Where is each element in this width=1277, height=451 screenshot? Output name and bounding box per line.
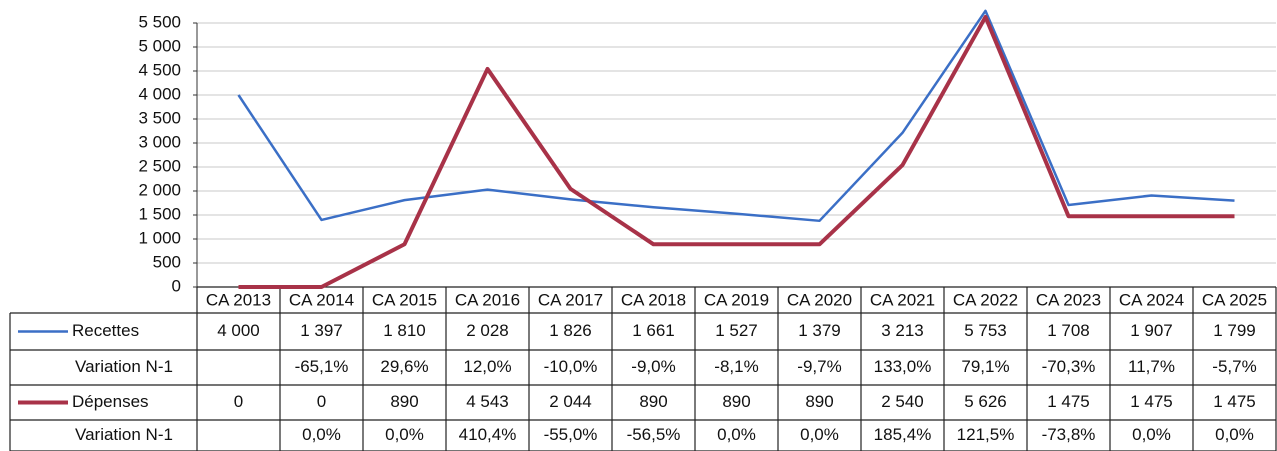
data-label: 3 213 — [881, 321, 924, 340]
y-tick-label: 1 500 — [138, 204, 181, 223]
table-cell: -56,5% — [627, 425, 681, 444]
table-cell: -70,3% — [1042, 357, 1096, 376]
table-cell: 12,0% — [463, 357, 511, 376]
y-tick-label: 2 000 — [138, 180, 181, 199]
data-label: 1 475 — [1047, 392, 1090, 411]
x-tick-label: CA 2021 — [870, 290, 935, 309]
table-cell: 133,0% — [874, 357, 932, 376]
table-cell: 0,0% — [800, 425, 839, 444]
data-label: 5 753 — [964, 321, 1007, 340]
table-cell: -55,0% — [544, 425, 598, 444]
x-tick-label: CA 2016 — [455, 290, 520, 309]
table-cell: 0,0% — [302, 425, 341, 444]
data-label: 2 044 — [549, 392, 592, 411]
x-tick-label: CA 2020 — [787, 290, 852, 309]
data-label: 890 — [390, 392, 418, 411]
data-label: 1 397 — [300, 321, 343, 340]
data-label: 1 379 — [798, 321, 841, 340]
data-label: 1 527 — [715, 321, 758, 340]
y-tick-label: 500 — [153, 252, 181, 271]
table-cell: -8,1% — [714, 357, 758, 376]
series-line — [237, 9, 1235, 223]
x-tick-label: CA 2024 — [1119, 290, 1184, 309]
y-tick-label: 3 500 — [138, 108, 181, 127]
data-label: 1 475 — [1130, 392, 1173, 411]
y-tick-label: 4 500 — [138, 60, 181, 79]
legend-label: Recettes — [72, 321, 139, 340]
table-cell: -73,8% — [1042, 425, 1096, 444]
data-label: 5 626 — [964, 392, 1007, 411]
table-cell: 121,5% — [957, 425, 1015, 444]
data-label: 1 810 — [383, 321, 426, 340]
data-label: 2 028 — [466, 321, 509, 340]
y-tick-label: 3 000 — [138, 132, 181, 151]
data-label: 1 475 — [1213, 392, 1256, 411]
table-cell: 0,0% — [1132, 425, 1171, 444]
x-tick-label: CA 2018 — [621, 290, 686, 309]
table-cell: 0,0% — [717, 425, 756, 444]
x-tick-label: CA 2014 — [289, 290, 354, 309]
y-tick-label: 5 000 — [138, 36, 181, 55]
table-cell: -5,7% — [1212, 357, 1256, 376]
table-cell: 185,4% — [874, 425, 932, 444]
table-cell: -9,7% — [797, 357, 841, 376]
y-tick-label: 1 000 — [138, 228, 181, 247]
table-cell: 0,0% — [385, 425, 424, 444]
table-cell: -9,0% — [631, 357, 675, 376]
x-tick-label: CA 2017 — [538, 290, 603, 309]
data-label: 1 661 — [632, 321, 675, 340]
table-cell: 0,0% — [1215, 425, 1254, 444]
data-label: 0 — [317, 392, 326, 411]
data-label: 1 799 — [1213, 321, 1256, 340]
table-cell: -65,1% — [295, 357, 349, 376]
series-line — [238, 14, 1235, 289]
table-cell: 11,7% — [1128, 357, 1175, 376]
data-label: 0 — [234, 392, 243, 411]
data-label: 2 540 — [881, 392, 924, 411]
data-label: 1 826 — [549, 321, 592, 340]
y-tick-label: 0 — [172, 276, 181, 295]
x-tick-label: CA 2025 — [1202, 290, 1267, 309]
row-label: Variation N-1 — [75, 425, 173, 444]
legend-label: Dépenses — [72, 392, 149, 411]
data-label: 890 — [722, 392, 750, 411]
y-tick-label: 5 500 — [138, 12, 181, 31]
x-tick-label: CA 2015 — [372, 290, 437, 309]
table-cell: 79,1% — [961, 357, 1009, 376]
data-label: 890 — [639, 392, 667, 411]
data-label: 1 907 — [1130, 321, 1173, 340]
data-label: 4 543 — [466, 392, 509, 411]
x-tick-label: CA 2023 — [1036, 290, 1101, 309]
data-label: 4 000 — [217, 321, 260, 340]
x-tick-label: CA 2022 — [953, 290, 1018, 309]
data-label: 890 — [805, 392, 833, 411]
y-tick-label: 4 000 — [138, 84, 181, 103]
row-label: Variation N-1 — [75, 357, 173, 376]
x-tick-label: CA 2013 — [206, 290, 271, 309]
y-tick-label: 2 500 — [138, 156, 181, 175]
table-cell: 29,6% — [380, 357, 428, 376]
table-cell: 410,4% — [459, 425, 517, 444]
x-tick-label: CA 2019 — [704, 290, 769, 309]
data-label: 1 708 — [1047, 321, 1090, 340]
table-cell: -10,0% — [544, 357, 598, 376]
